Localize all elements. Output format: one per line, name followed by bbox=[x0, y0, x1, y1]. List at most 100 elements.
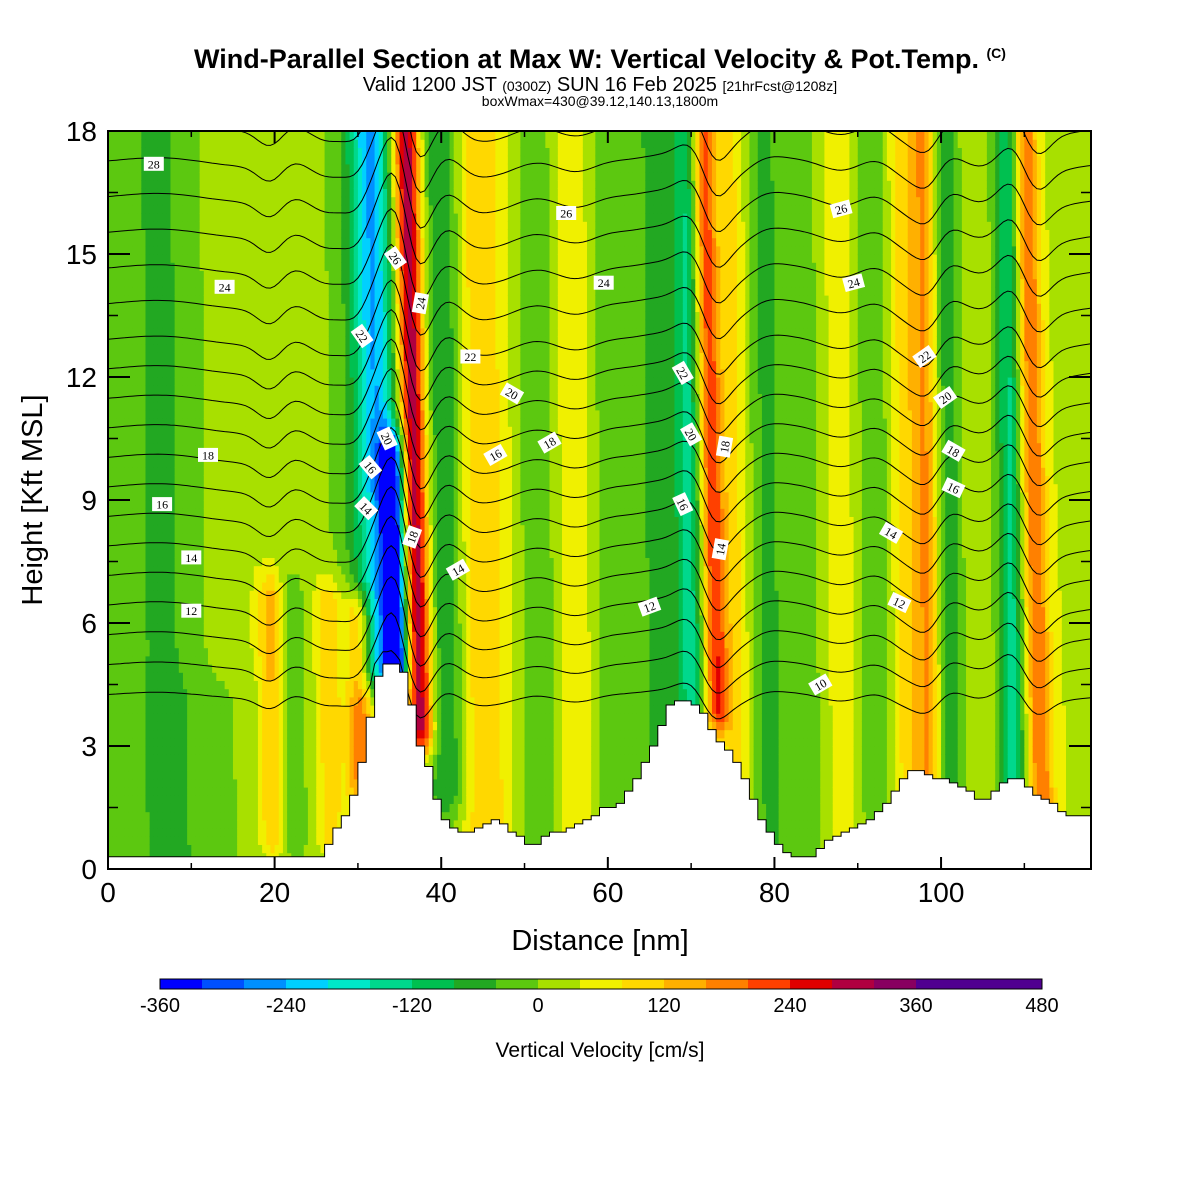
velocity-cell bbox=[278, 664, 284, 673]
velocity-cell bbox=[145, 401, 151, 411]
velocity-cell bbox=[112, 729, 117, 739]
velocity-cell bbox=[124, 573, 130, 583]
velocity-cell bbox=[316, 393, 322, 403]
velocity-cell bbox=[328, 516, 334, 526]
velocity-cell bbox=[220, 787, 226, 796]
velocity-cell bbox=[287, 729, 292, 739]
velocity-cell bbox=[282, 262, 288, 271]
velocity-cell bbox=[299, 795, 305, 804]
velocity-cell bbox=[112, 385, 117, 394]
velocity-cell bbox=[157, 254, 163, 263]
velocity-cell bbox=[303, 229, 309, 239]
velocity-cell bbox=[182, 434, 188, 444]
velocity-cell bbox=[253, 385, 259, 394]
velocity-cell bbox=[253, 590, 259, 599]
velocity-cell bbox=[116, 688, 122, 698]
velocity-cell bbox=[220, 614, 226, 624]
velocity-cell bbox=[207, 278, 213, 288]
velocity-cell bbox=[320, 639, 326, 649]
velocity-cell bbox=[324, 819, 330, 829]
velocity-cell bbox=[328, 385, 334, 394]
velocity-cell bbox=[232, 188, 238, 198]
velocity-cell bbox=[332, 270, 338, 280]
velocity-cell bbox=[282, 844, 288, 854]
velocity-cell bbox=[274, 508, 280, 517]
velocity-cell bbox=[262, 237, 267, 247]
velocity-cell bbox=[120, 590, 126, 599]
velocity-cell bbox=[316, 336, 322, 345]
velocity-cell bbox=[157, 778, 163, 788]
velocity-cell bbox=[291, 795, 297, 804]
velocity-cell bbox=[299, 565, 305, 575]
velocity-cell bbox=[266, 295, 272, 304]
velocity-cell bbox=[253, 459, 259, 468]
velocity-cell bbox=[207, 721, 213, 731]
velocity-cell bbox=[216, 680, 222, 690]
velocity-cell bbox=[212, 139, 217, 148]
velocity-cell bbox=[332, 680, 338, 690]
velocity-cell bbox=[178, 360, 184, 370]
velocity-cell bbox=[132, 393, 138, 403]
velocity-cell bbox=[253, 631, 259, 640]
velocity-cell bbox=[316, 754, 322, 763]
velocity-cell bbox=[241, 811, 247, 821]
velocity-cell bbox=[124, 426, 130, 435]
velocity-cell bbox=[291, 327, 297, 337]
velocity-cell bbox=[307, 590, 313, 599]
velocity-cell bbox=[245, 295, 251, 304]
velocity-cell bbox=[324, 631, 330, 640]
velocity-cell bbox=[112, 147, 117, 157]
velocity-cell bbox=[270, 237, 276, 247]
velocity-cell bbox=[145, 655, 151, 665]
velocity-cell bbox=[108, 828, 113, 837]
velocity-cell bbox=[137, 163, 142, 173]
velocity-cell bbox=[270, 573, 276, 583]
velocity-cell bbox=[116, 139, 122, 148]
velocity-cell bbox=[266, 278, 272, 288]
velocity-cell bbox=[108, 532, 113, 542]
velocity-cell bbox=[128, 147, 134, 157]
velocity-cell bbox=[303, 524, 309, 534]
velocity-cell bbox=[112, 237, 117, 247]
velocity-cell bbox=[270, 254, 276, 263]
velocity-cell bbox=[257, 828, 263, 837]
velocity-cell bbox=[270, 311, 276, 321]
velocity-cell bbox=[324, 270, 330, 280]
velocity-cell bbox=[278, 286, 284, 296]
velocity-cell bbox=[316, 163, 322, 173]
velocity-cell bbox=[207, 631, 213, 640]
velocity-cell bbox=[137, 139, 142, 148]
velocity-cell bbox=[116, 754, 122, 763]
velocity-cell bbox=[132, 787, 138, 796]
velocity-cell bbox=[324, 131, 330, 140]
velocity-cell bbox=[237, 672, 242, 681]
velocity-cell bbox=[245, 139, 251, 148]
velocity-cell bbox=[191, 754, 197, 763]
velocity-cell bbox=[262, 188, 267, 198]
velocity-cell bbox=[316, 828, 322, 837]
velocity-cell bbox=[182, 590, 188, 599]
velocity-cell bbox=[137, 303, 142, 312]
velocity-cell bbox=[245, 532, 251, 542]
velocity-cell bbox=[162, 303, 167, 312]
velocity-cell bbox=[195, 163, 201, 173]
velocity-cell bbox=[207, 729, 213, 739]
velocity-cell bbox=[224, 655, 230, 665]
velocity-cell bbox=[141, 459, 147, 468]
velocity-cell bbox=[253, 319, 259, 329]
velocity-cell bbox=[232, 639, 238, 649]
velocity-cell bbox=[224, 213, 230, 222]
velocity-cell bbox=[270, 229, 276, 239]
velocity-cell bbox=[274, 811, 280, 821]
velocity-cell bbox=[178, 286, 184, 296]
velocity-cell bbox=[212, 385, 217, 394]
velocity-cell bbox=[266, 245, 272, 255]
velocity-cell bbox=[274, 418, 280, 427]
velocity-cell bbox=[178, 385, 184, 394]
valid-date: SUN 16 Feb 2025 bbox=[557, 74, 717, 96]
velocity-cell bbox=[128, 286, 134, 296]
velocity-cell bbox=[178, 746, 184, 755]
velocity-cell bbox=[132, 278, 138, 288]
velocity-cell bbox=[153, 491, 159, 501]
velocity-cell bbox=[291, 508, 297, 517]
